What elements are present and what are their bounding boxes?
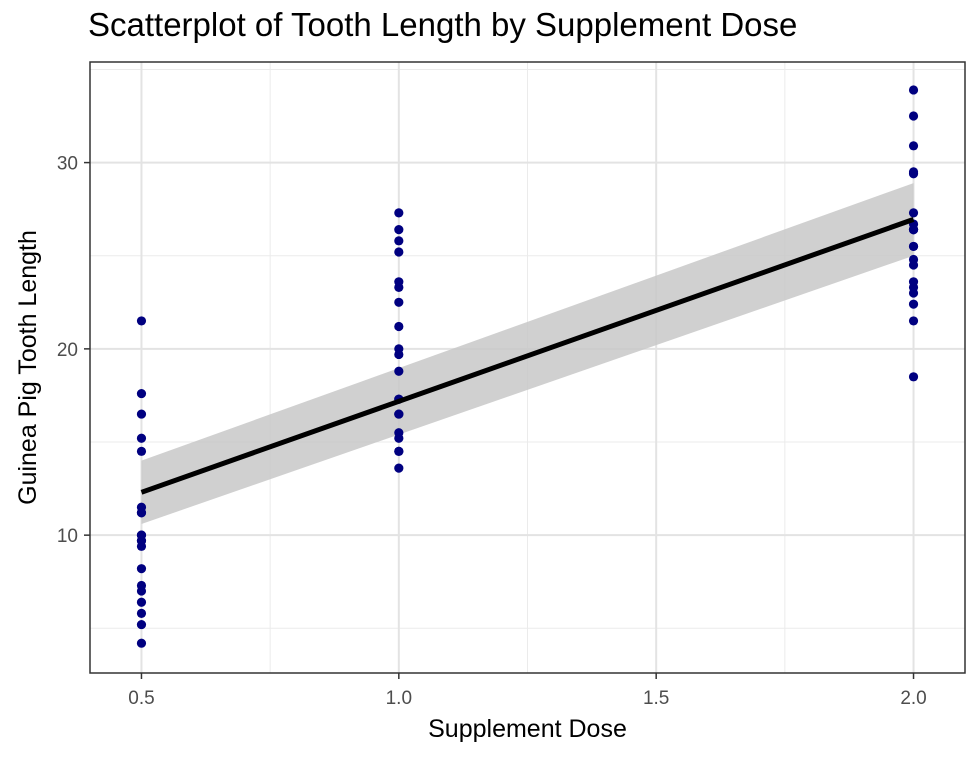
data-point — [136, 409, 147, 419]
data-point — [908, 299, 919, 309]
data-point — [394, 463, 404, 473]
data-point — [908, 316, 919, 326]
regression-line-group — [140, 217, 915, 495]
grid-lines — [90, 62, 965, 673]
y-tick-label: 10 — [57, 526, 78, 547]
data-point — [136, 536, 147, 546]
data-point — [136, 586, 147, 596]
x-tick-label: 1.5 — [643, 688, 669, 709]
y-tick-label: 30 — [57, 154, 78, 175]
data-point — [908, 85, 919, 95]
data-point — [908, 254, 919, 265]
data-point — [394, 297, 404, 307]
y-axis-title: Guinea Pig Tooth Length — [14, 230, 42, 505]
data-point — [394, 277, 404, 287]
x-axis-title: Supplement Dose — [428, 715, 627, 743]
data-point — [394, 446, 404, 456]
x-tick-label: 0.5 — [128, 688, 154, 709]
data-point — [394, 225, 404, 235]
data-points — [136, 85, 919, 648]
regression-line — [140, 217, 915, 495]
data-point — [908, 141, 919, 151]
data-point — [908, 111, 919, 121]
data-point — [394, 247, 404, 257]
data-point — [136, 638, 147, 648]
data-point — [908, 225, 919, 235]
data-point — [136, 508, 147, 518]
data-point — [136, 433, 147, 443]
data-point — [394, 208, 404, 218]
x-tick-label: 1.0 — [386, 688, 412, 709]
data-point — [136, 388, 147, 399]
data-point — [394, 366, 404, 376]
data-point — [908, 288, 919, 298]
x-tick-label: 2.0 — [900, 688, 926, 709]
chart-title: Scatterplot of Tooth Length by Supplemen… — [88, 6, 798, 43]
data-point — [908, 208, 919, 218]
data-point — [136, 316, 147, 326]
data-point — [394, 409, 404, 419]
data-point — [394, 344, 404, 354]
data-point — [136, 564, 147, 574]
data-point — [136, 446, 147, 456]
data-point — [908, 241, 919, 252]
plot-panel-border — [89, 61, 966, 674]
data-point — [908, 372, 919, 382]
data-point — [136, 619, 147, 630]
data-point — [394, 428, 404, 438]
data-point — [394, 321, 404, 332]
data-point — [136, 597, 147, 607]
data-point — [394, 236, 404, 246]
axes: 0.5 1.0 1.5 2.0 10 20 30 — [57, 154, 927, 709]
y-tick-label: 20 — [57, 340, 78, 361]
data-point — [908, 169, 919, 179]
data-point — [136, 608, 147, 618]
